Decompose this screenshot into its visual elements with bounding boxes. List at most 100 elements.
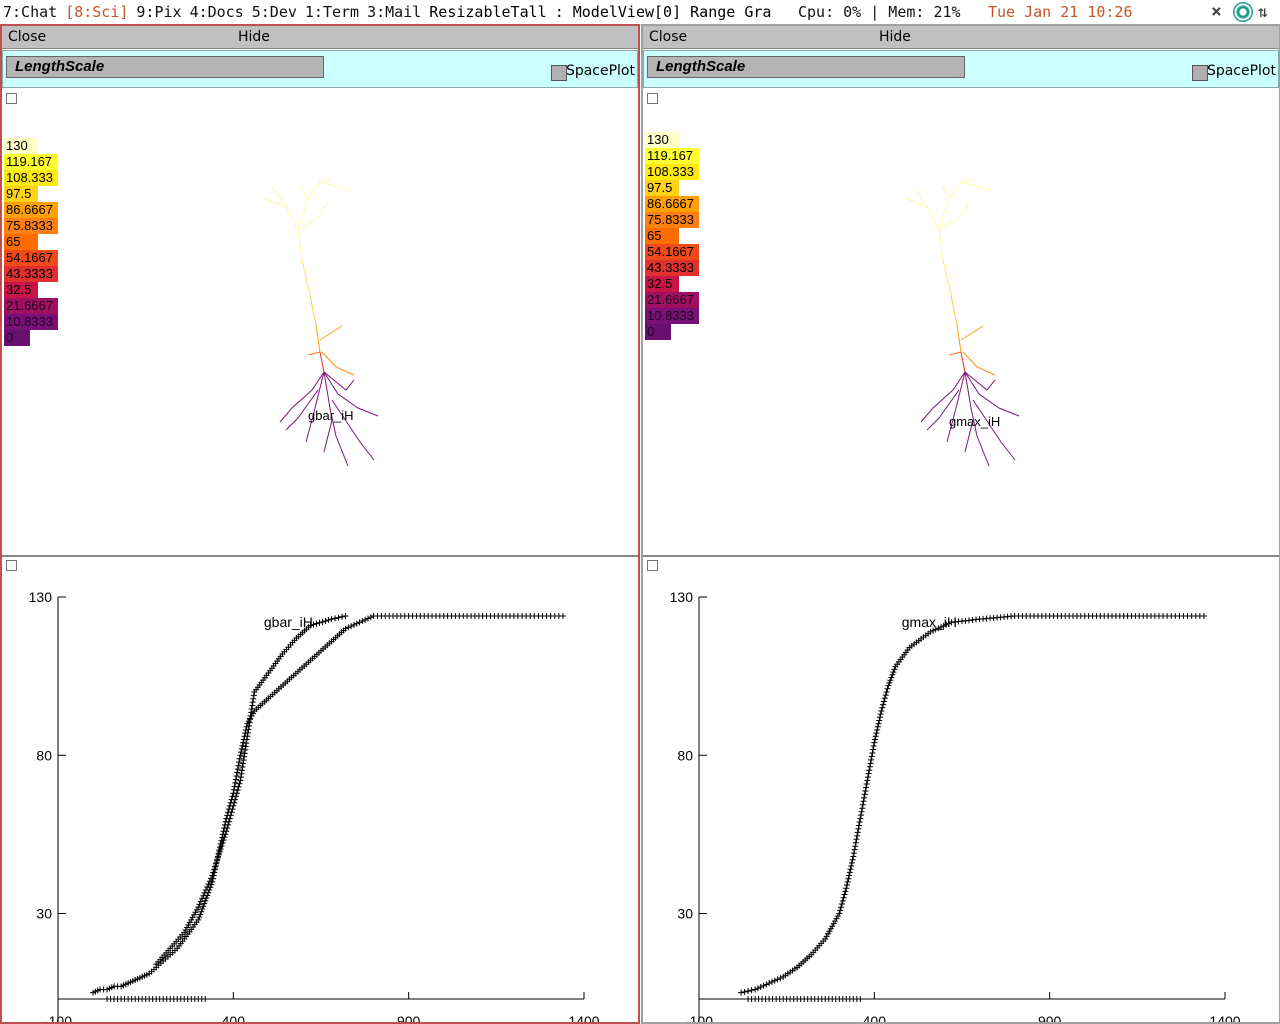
data-point xyxy=(856,822,863,829)
data-point xyxy=(220,837,227,844)
legend-row: 108.333 xyxy=(4,170,58,186)
panel-titlebar: Close Hide xyxy=(643,26,1279,49)
workspace-sci[interactable]: [8:Sci] xyxy=(65,3,129,21)
workspace-term[interactable]: 1:Term xyxy=(304,3,360,21)
data-point xyxy=(865,770,872,777)
data-point xyxy=(339,613,346,620)
graph-view[interactable]: gbar_iH -100 400 900 1400 30 80 130 xyxy=(2,557,638,1022)
data-point xyxy=(876,717,883,724)
panel-toolbar: LengthScale SpacePlot xyxy=(643,50,1279,88)
data-point xyxy=(217,845,224,852)
data-point xyxy=(559,612,566,619)
data-point xyxy=(233,772,240,779)
data-point xyxy=(826,928,833,935)
view-menu-checkbox[interactable] xyxy=(6,93,17,104)
workspace-chat[interactable]: 7:Chat xyxy=(3,3,58,21)
view-menu-checkbox[interactable] xyxy=(647,93,658,104)
data-point xyxy=(332,615,339,622)
y-tick-label: 80 xyxy=(677,747,693,763)
data-point xyxy=(866,767,873,774)
basal-dendrite xyxy=(323,371,349,467)
data-point xyxy=(213,857,220,864)
data-point xyxy=(836,910,843,917)
data-point xyxy=(870,746,877,753)
data-point xyxy=(943,621,950,628)
basal-dendrite xyxy=(964,371,996,391)
data-point xyxy=(869,749,876,756)
view-menu-checkbox[interactable] xyxy=(647,560,658,571)
data-point xyxy=(322,617,329,624)
basal-dendrite xyxy=(285,389,319,431)
workspace-pix[interactable]: 9:Pix xyxy=(136,3,182,21)
x-tick-label: 400 xyxy=(863,1013,887,1022)
transfer-arrows-icon[interactable]: ⇅ xyxy=(1258,2,1268,21)
data-point xyxy=(201,900,208,907)
apical-trunk xyxy=(950,294,958,326)
data-point xyxy=(228,809,235,816)
data-point xyxy=(219,840,226,847)
data-point xyxy=(238,770,245,777)
apical-tuft-branch xyxy=(263,197,299,231)
network-icon[interactable] xyxy=(1233,2,1253,22)
close-icon[interactable]: × xyxy=(1211,1,1222,22)
data-point xyxy=(745,988,752,995)
legend-row: 10.8333 xyxy=(645,308,699,324)
apical-tuft-branch xyxy=(912,185,929,209)
spaceplot-checkbox[interactable] xyxy=(1192,65,1208,81)
data-point xyxy=(849,856,856,863)
length-scale-menu[interactable]: LengthScale xyxy=(647,56,965,78)
data-point xyxy=(935,625,942,632)
data-point xyxy=(234,766,241,773)
basal-dendrite xyxy=(964,371,1020,417)
close-button[interactable]: Close xyxy=(8,29,47,45)
close-button[interactable]: Close xyxy=(649,29,688,45)
data-point xyxy=(243,740,250,747)
data-point xyxy=(231,783,238,790)
apical-trunk xyxy=(309,294,317,326)
neuron-morphology: gmax_iH xyxy=(904,179,1020,467)
data-point xyxy=(188,916,195,923)
view-menu-checkbox[interactable] xyxy=(6,560,17,571)
graph-view[interactable]: gmax_iH -100 400 900 1400 30 80 130 xyxy=(643,557,1279,1022)
length-scale-menu[interactable]: LengthScale xyxy=(6,56,324,78)
data-point xyxy=(212,863,219,870)
data-point xyxy=(852,839,859,846)
x-tick-label: -100 xyxy=(685,1013,713,1022)
data-point xyxy=(738,989,745,996)
basal-dendrite xyxy=(926,389,960,431)
apical-oblique xyxy=(319,325,343,341)
data-point xyxy=(864,774,871,781)
basal-dendrite xyxy=(279,371,325,423)
apical-tuft-branch xyxy=(297,201,329,231)
data-point xyxy=(872,733,879,740)
data-point xyxy=(216,848,223,855)
data-point xyxy=(864,777,871,784)
data-point xyxy=(239,763,246,770)
x-tick-label: -100 xyxy=(44,1013,72,1022)
hide-button[interactable]: Hide xyxy=(238,29,270,45)
data-point xyxy=(748,987,755,994)
hide-button[interactable]: Hide xyxy=(879,29,911,45)
data-point xyxy=(760,982,767,989)
data-point xyxy=(225,818,232,825)
legend-row: 21.6667 xyxy=(4,298,58,314)
workspace-dev[interactable]: 5:Dev xyxy=(251,3,297,21)
workspace-docs[interactable]: 4:Docs xyxy=(189,3,244,21)
spaceplot-checkbox[interactable] xyxy=(551,65,567,81)
apical-trunk xyxy=(301,259,311,296)
data-point xyxy=(182,926,189,933)
workspace-mail[interactable]: 3:Mail xyxy=(367,3,422,21)
data-point xyxy=(214,854,221,861)
shape-plot-view[interactable]: 130 119.167 108.333 97.5 86.6667 75.8333 65 54.… xyxy=(643,90,1279,557)
apical-oblique xyxy=(962,351,996,376)
x-tick-label: 400 xyxy=(222,1013,246,1022)
data-point xyxy=(202,897,209,904)
data-point xyxy=(854,829,861,836)
data-point xyxy=(225,821,232,828)
shape-plot-view[interactable]: 130 119.167 108.333 97.5 86.6667 75.8333 65 54.… xyxy=(2,90,638,557)
data-point xyxy=(880,698,887,705)
data-point xyxy=(845,875,852,882)
data-point xyxy=(757,983,764,990)
model-view-panel-right: Close Hide LengthScale SpacePlot 130 119.… xyxy=(641,24,1280,1024)
data-point xyxy=(876,714,883,721)
